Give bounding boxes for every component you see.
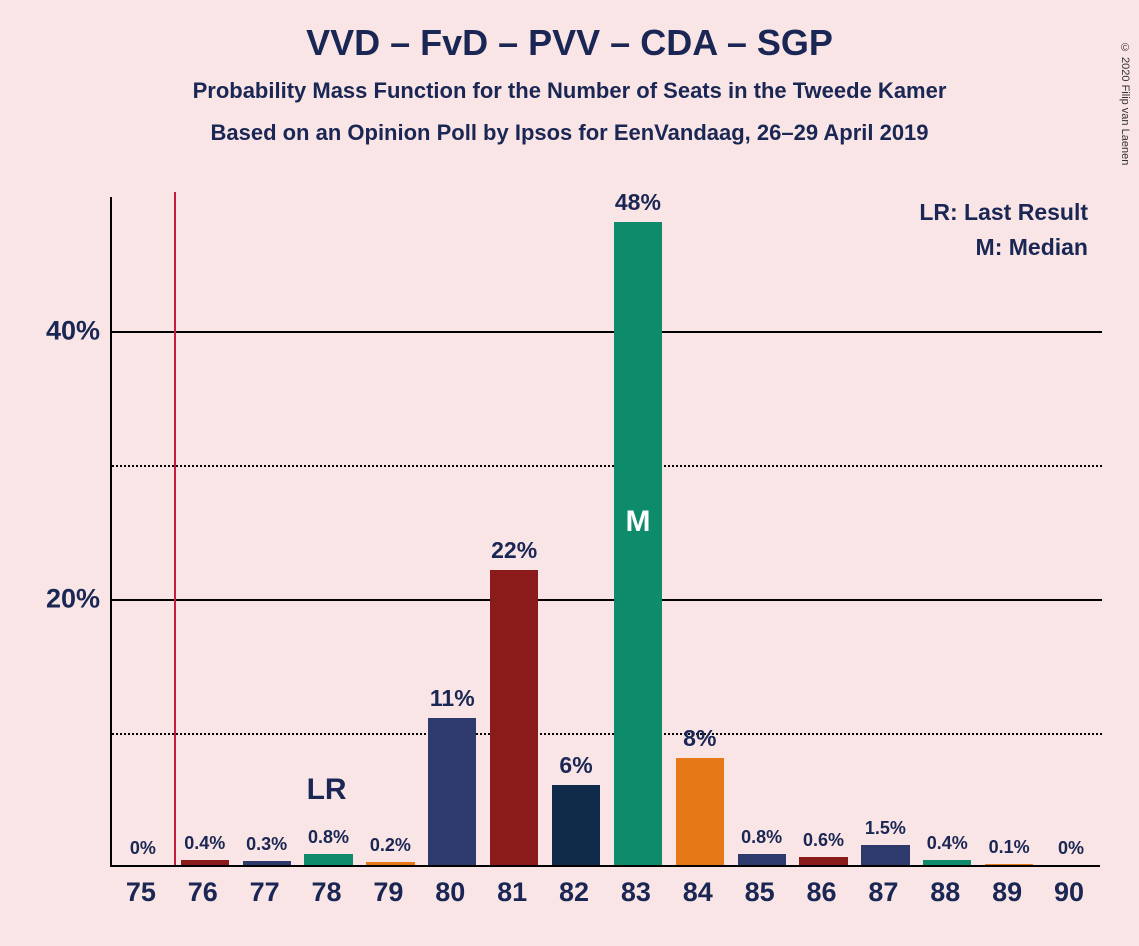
bar-value-label: 1.5% xyxy=(861,818,909,845)
x-axis-label: 90 xyxy=(1054,877,1084,908)
chart-subtitle-2: Based on an Opinion Poll by Ipsos for Ee… xyxy=(0,120,1139,146)
bar: 0.8% xyxy=(738,854,786,865)
median-label: M xyxy=(625,505,650,539)
x-axis-label: 88 xyxy=(930,877,960,908)
bar-value-label: 6% xyxy=(552,752,600,785)
bar: 0.1% xyxy=(985,864,1033,865)
plot-region: LR: Last Result M: Median 0% 0.4% 0.3% 0.8%… xyxy=(110,197,1100,867)
bar-value-label: 0% xyxy=(1047,838,1095,865)
bar-value-label: 48% xyxy=(614,189,662,222)
chart-title: VVD – FvD – PVV – CDA – SGP xyxy=(0,22,1139,64)
bar: 0.3% xyxy=(243,861,291,865)
legend-m: M: Median xyxy=(919,234,1088,261)
x-axis-label: 79 xyxy=(373,877,403,908)
bar: 0.4% xyxy=(181,860,229,865)
chart-subtitle-1: Probability Mass Function for the Number… xyxy=(0,78,1139,104)
chart-area: LR: Last Result M: Median 0% 0.4% 0.3% 0.8%… xyxy=(110,197,1100,867)
bar: 0.6% xyxy=(799,857,847,865)
bar-value-label: 0.8% xyxy=(304,827,352,854)
bar-value-label: 0.1% xyxy=(985,837,1033,864)
copyright-text: © 2020 Filip van Laenen xyxy=(1119,42,1131,165)
x-axis-label: 82 xyxy=(559,877,589,908)
x-axis-label: 84 xyxy=(683,877,713,908)
bar-value-label: 0.4% xyxy=(181,833,229,860)
y-axis-label: 20% xyxy=(46,584,100,615)
x-axis-label: 89 xyxy=(992,877,1022,908)
lr-label: LR xyxy=(307,773,347,807)
bar-value-label: 0.4% xyxy=(923,833,971,860)
bar-value-label: 0.3% xyxy=(243,834,291,861)
gridline-minor xyxy=(112,733,1102,735)
last-result-line xyxy=(174,192,176,865)
bar: 0.2% xyxy=(366,862,414,865)
gridline-major xyxy=(112,331,1102,333)
x-axis-label: 77 xyxy=(250,877,280,908)
bar-value-label: 11% xyxy=(428,685,476,718)
bar-value-label: 0.6% xyxy=(799,830,847,857)
y-axis-label: 40% xyxy=(46,316,100,347)
bar: 8% xyxy=(676,758,724,865)
gridline-minor xyxy=(112,465,1102,467)
x-axis-label: 87 xyxy=(868,877,898,908)
legend-lr: LR: Last Result xyxy=(919,199,1088,226)
bar: 22% xyxy=(490,570,538,865)
x-axis-label: 76 xyxy=(188,877,218,908)
x-axis-label: 81 xyxy=(497,877,527,908)
legend: LR: Last Result M: Median xyxy=(919,199,1088,269)
x-axis-label: 83 xyxy=(621,877,651,908)
bar-value-label: 22% xyxy=(490,537,538,570)
x-axis-label: 85 xyxy=(745,877,775,908)
bar-value-label: 0% xyxy=(119,838,167,865)
bar-value-label: 0.8% xyxy=(738,827,786,854)
x-axis-label: 75 xyxy=(126,877,156,908)
gridline-major xyxy=(112,599,1102,601)
bar: 1.5% xyxy=(861,845,909,865)
bar: 6% xyxy=(552,785,600,865)
bar: 11% xyxy=(428,718,476,865)
bar: 0.8% xyxy=(304,854,352,865)
x-axis-label: 86 xyxy=(807,877,837,908)
x-axis-label: 78 xyxy=(312,877,342,908)
bar: 48% xyxy=(614,222,662,865)
bar-value-label: 8% xyxy=(676,725,724,758)
x-axis-label: 80 xyxy=(435,877,465,908)
bar: 0.4% xyxy=(923,860,971,865)
bar-value-label: 0.2% xyxy=(366,835,414,862)
